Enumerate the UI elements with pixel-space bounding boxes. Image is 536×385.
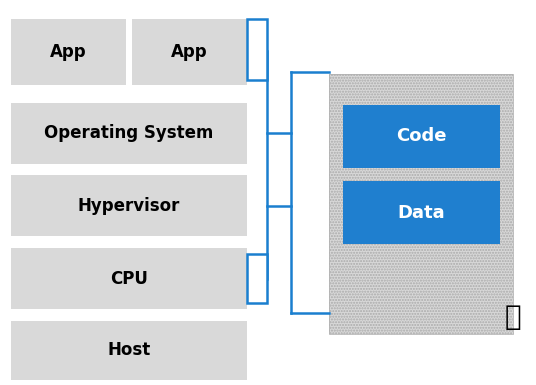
Bar [343, 181, 500, 244]
Bar [329, 74, 513, 334]
Text: Host: Host [107, 341, 151, 359]
Bar [11, 18, 125, 85]
Bar [11, 103, 247, 164]
Text: Data: Data [398, 204, 445, 221]
Text: 🔒: 🔒 [505, 303, 522, 331]
Text: Code: Code [396, 127, 446, 145]
Text: App: App [171, 43, 207, 61]
Text: App: App [50, 43, 87, 61]
Bar [11, 321, 247, 380]
Bar [11, 248, 247, 309]
Text: CPU: CPU [110, 270, 148, 288]
Text: Operating System: Operating System [44, 124, 213, 142]
Bar [132, 18, 247, 85]
Bar [11, 175, 247, 236]
Bar [247, 254, 267, 303]
Text: Hypervisor: Hypervisor [78, 197, 180, 215]
Bar [343, 105, 500, 167]
Bar [247, 19, 267, 80]
Bar [329, 74, 513, 334]
